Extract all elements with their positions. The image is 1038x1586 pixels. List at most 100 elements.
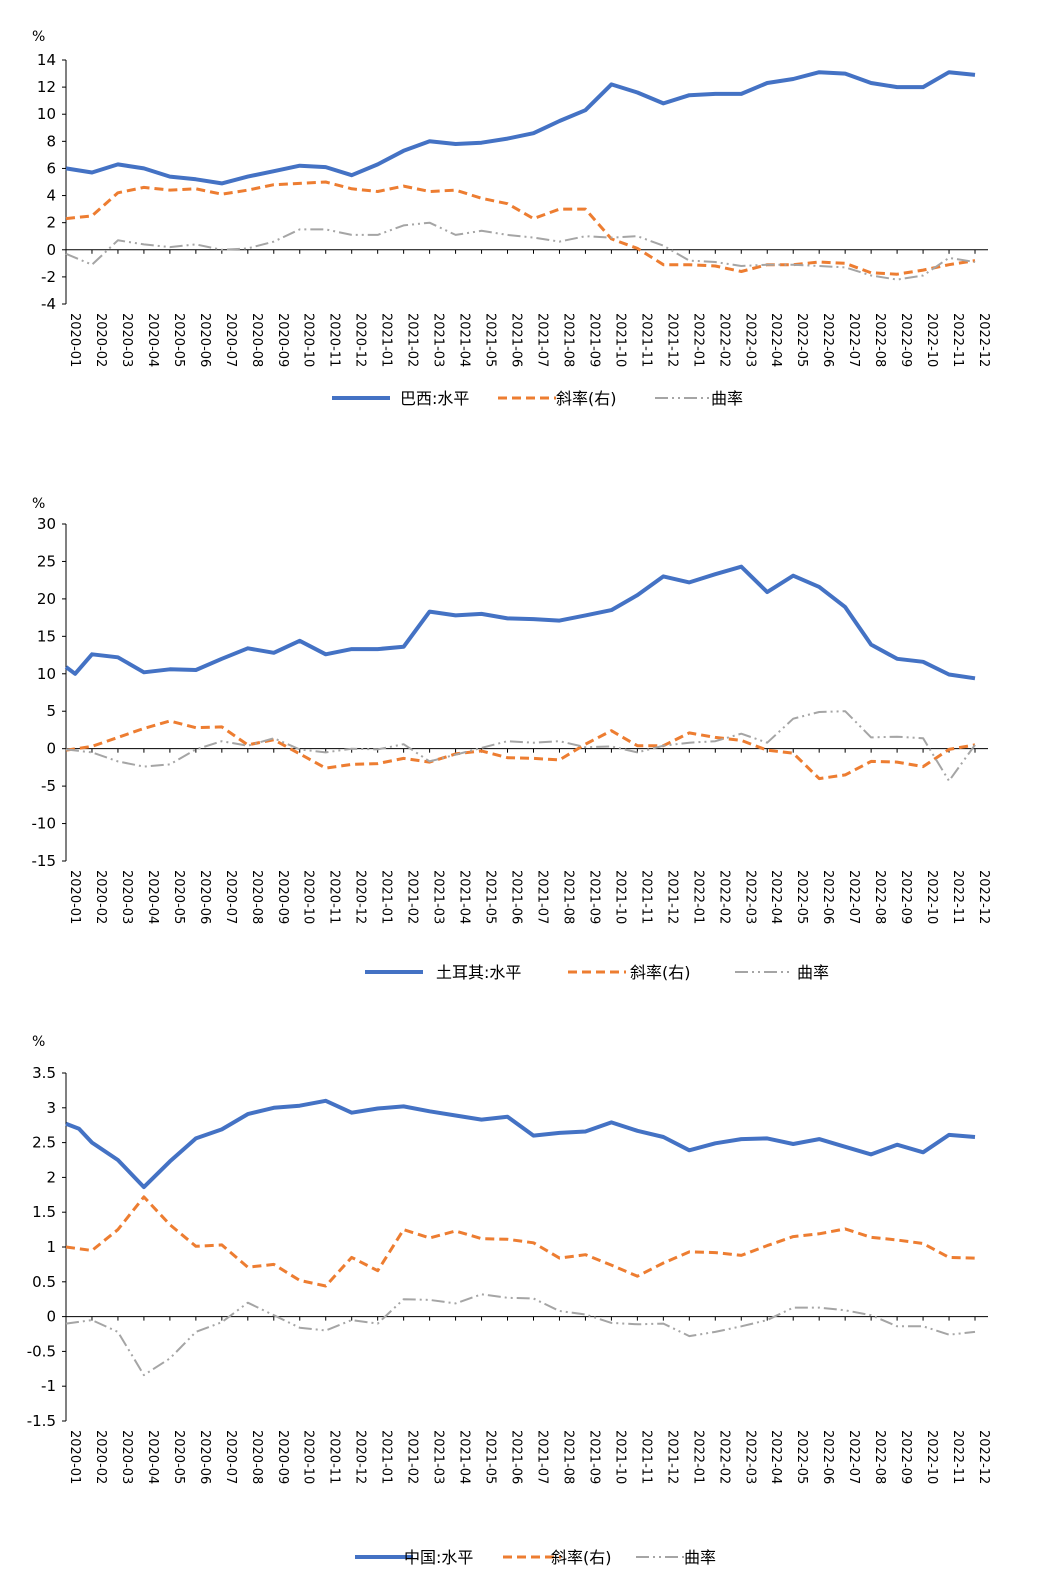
x-tick-label: 2022-03	[742, 870, 757, 924]
x-tick-label: 2021-11	[638, 1430, 653, 1484]
x-tick-label: 2022-06	[820, 313, 835, 367]
x-tick-label: 2021-03	[431, 313, 446, 367]
y-tick-label: 10	[37, 665, 56, 683]
x-tick-label: 2022-01	[690, 870, 705, 924]
x-tick-label: 2022-10	[924, 313, 939, 367]
y-tick-label: -5	[41, 777, 56, 795]
x-tick-label: 2020-12	[353, 313, 368, 367]
x-tick-label: 2020-08	[249, 313, 264, 367]
x-tick-label: 2022-06	[820, 1430, 835, 1484]
series-line-level	[65, 70, 976, 186]
x-tick-label: 2021-12	[664, 870, 679, 924]
x-tick-label: 2020-06	[197, 313, 212, 367]
x-tick-label: 2021-10	[612, 313, 627, 367]
legend-label-level: 中国:水平	[404, 1548, 473, 1567]
x-tick-label: 2020-01	[67, 1430, 82, 1484]
y-tick-label: -15	[32, 852, 57, 870]
x-tick-label: 2021-01	[379, 1430, 394, 1484]
unit-label: %	[32, 1034, 45, 1050]
x-tick-label: 2021-05	[483, 870, 498, 924]
x-tick-label: 2020-08	[249, 1430, 264, 1484]
legend: 土耳其:水平 斜率(右) 曲率	[365, 963, 829, 982]
y-tick-label: 0	[46, 241, 56, 259]
x-tick-label: 2020-05	[171, 1430, 186, 1484]
x-tick-label: 2021-04	[457, 1430, 472, 1484]
x-tick-label: 2020-02	[93, 1430, 108, 1484]
x-tick-label: 2022-07	[846, 313, 861, 367]
y-tick-label: 3	[46, 1099, 56, 1117]
y-tick-label: 10	[37, 105, 56, 123]
x-tick-label: 2020-09	[275, 313, 290, 367]
x-tick-label: 2020-02	[93, 313, 108, 367]
y-tick-label: 30	[37, 515, 56, 533]
y-tick-label: 15	[37, 627, 56, 645]
x-tick-label: 2020-10	[301, 870, 316, 924]
chart-1: % -4 -2 0 2 4 6 8 10 12 14 2020-01 2020-02 2020-03 202…	[32, 29, 991, 408]
x-tick-label: 2021-04	[457, 313, 472, 367]
x-tick-label: 2022-05	[794, 313, 809, 367]
x-tick-label: 2021-06	[509, 870, 524, 924]
y-tick-label: 0	[46, 1308, 56, 1326]
y-tick-label: 12	[37, 78, 56, 96]
x-tick-label: 2021-09	[586, 1430, 601, 1484]
x-tick-label: 2020-02	[93, 870, 108, 924]
x-tick-label: 2021-08	[560, 313, 575, 367]
x-tick-label: 2020-11	[327, 870, 342, 924]
y-tick-label: 8	[46, 132, 56, 150]
x-tick-label: 2022-02	[716, 870, 731, 924]
x-tick-label: 2021-07	[534, 1430, 549, 1484]
x-tick-label: 2021-08	[560, 870, 575, 924]
y-tick-label: 4	[46, 187, 56, 205]
x-tick-label: 2021-02	[405, 1430, 420, 1484]
y-tick-label: 1	[46, 1238, 56, 1256]
x-tick-label: 2020-11	[327, 313, 342, 367]
x-tick-label: 2021-11	[638, 313, 653, 367]
y-tick-label: 5	[46, 702, 56, 720]
x-tick-label: 2022-11	[950, 313, 965, 367]
legend-label-curvature: 曲率	[684, 1548, 716, 1567]
y-tick-label: -4	[41, 295, 56, 313]
x-tick-label: 2022-05	[794, 1430, 809, 1484]
x-tick-label: 2022-09	[898, 313, 913, 367]
legend: 中国:水平 斜率(右) 曲率	[355, 1548, 716, 1567]
x-tick-label: 2020-03	[119, 1430, 134, 1484]
x-tick-label: 2022-07	[846, 1430, 861, 1484]
legend: 巴西:水平 斜率(右) 曲率	[332, 389, 743, 408]
x-tick-label: 2021-09	[586, 313, 601, 367]
series-line-curvature	[65, 221, 976, 281]
y-tick-label: 2	[46, 214, 56, 232]
chart-2: % -15 -10 -5 0 5 10 15 20 25 30 2020-01 2020-02 2020-…	[32, 496, 992, 982]
x-tick-label: 2021-04	[457, 870, 472, 924]
x-tick-label: 2021-02	[405, 870, 420, 924]
x-tick-label: 2020-03	[119, 313, 134, 367]
series-line-curvature	[65, 710, 976, 782]
unit-label: %	[32, 496, 45, 512]
x-tick-label: 2022-02	[716, 313, 731, 367]
x-tick-label: 2020-05	[171, 870, 186, 924]
x-tick-label: 2022-03	[742, 313, 757, 367]
x-tick-label: 2020-08	[249, 870, 264, 924]
x-tick-label: 2020-05	[171, 313, 186, 367]
legend-label-level: 巴西:水平	[400, 389, 469, 408]
x-tick-label: 2021-09	[586, 870, 601, 924]
x-tick-label: 2022-08	[872, 870, 887, 924]
x-tick-label: 2022-04	[768, 870, 783, 924]
x-tick-label: 2020-06	[197, 1430, 212, 1484]
y-tick-label: 2	[46, 1168, 56, 1186]
series-line-level	[65, 1098, 976, 1190]
x-tick-label: 2021-05	[483, 1430, 498, 1484]
x-tick-label: 2020-01	[67, 313, 82, 367]
x-tick-label: 2021-03	[431, 870, 446, 924]
x-tick-label: 2022-07	[846, 870, 861, 924]
x-tick-label: 2020-12	[353, 1430, 368, 1484]
x-tick-label: 2022-11	[950, 870, 965, 924]
x-tick-label: 2020-03	[119, 870, 134, 924]
unit-label: %	[32, 29, 45, 45]
series-line-level	[64, 564, 976, 681]
y-tick-label: -0.5	[27, 1342, 56, 1360]
x-tick-label: 2022-08	[872, 1430, 887, 1484]
x-tick-label: 2020-06	[197, 870, 212, 924]
legend-label-slope: 斜率(右)	[630, 963, 691, 982]
legend-label-curvature: 曲率	[711, 389, 743, 408]
